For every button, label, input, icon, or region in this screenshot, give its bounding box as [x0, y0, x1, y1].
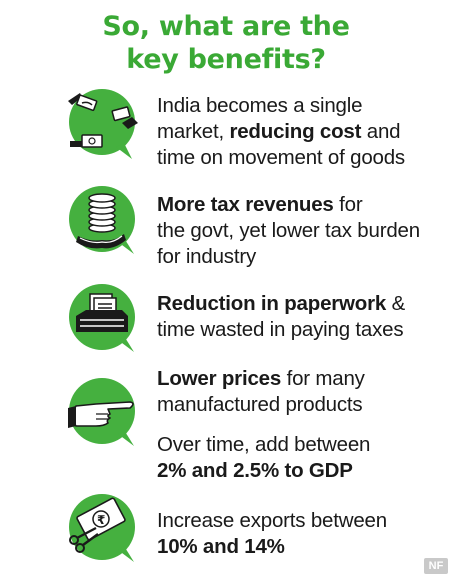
benefit-1-line-1: India becomes a single [157, 94, 363, 117]
paperwork-tray-icon [66, 282, 146, 362]
benefit-3-text: Reduction in paperwork & time wasted in … [157, 291, 447, 343]
benefit-2-line-1: More tax revenues for [157, 192, 447, 218]
benefit-5-line-1: Increase exports between [157, 509, 387, 532]
benefit-3-line-2: time wasted in paying taxes [157, 318, 404, 341]
title-line-2: key benefits? [126, 44, 326, 75]
benefit-2-line-3: for industry [157, 245, 256, 268]
benefit-4-line-1-end: for many [281, 367, 365, 390]
benefit-5-highlight: 10% and 14% [157, 535, 285, 558]
benefit-3-line-1: Reduction in paperwork & [157, 291, 447, 317]
benefit-2-highlight: More tax revenues [157, 193, 334, 216]
benefit-4b-text: Over time, add between 2% and 2.5% to GD… [157, 432, 447, 484]
money-exchange-icon [66, 87, 146, 167]
benefit-1-highlight: reducing cost [229, 120, 362, 143]
benefit-1-line-3: time on movement of goods [157, 146, 405, 169]
benefit-3-highlight: Reduction in paperwork [157, 292, 387, 315]
benefit-4-line-1: Lower prices for many [157, 366, 447, 392]
benefit-2-line-1-end: for [333, 193, 363, 216]
coin-stack-hand-icon [66, 184, 146, 264]
benefit-4-gdp-highlight: 2% and 2.5% to GDP [157, 459, 353, 482]
benefit-1-text: India becomes a single market, reducing … [157, 93, 447, 171]
benefit-4-highlight: Lower prices [157, 367, 282, 390]
benefit-3-line-1-end: & [386, 292, 406, 315]
benefit-1-line-2-start: market, [157, 120, 230, 143]
benefit-5-text: Increase exports between 10% and 14% [157, 508, 447, 560]
rupee-note-scissors-icon: ₹ [66, 492, 146, 572]
title-line-1: So, what are the [102, 11, 350, 42]
benefit-4-line-4: 2% and 2.5% to GDP [157, 458, 447, 484]
page-title: So, what are the key benefits? [0, 10, 452, 76]
benefit-4-line-3: Over time, add between [157, 433, 371, 456]
pointing-hand-icon [66, 376, 146, 456]
benefit-1-line-2-end: and [361, 120, 401, 143]
benefit-1-line-2: market, reducing cost and [157, 119, 447, 145]
benefit-4-text: Lower prices for many manufactured produ… [157, 366, 447, 418]
publisher-logo: NF [424, 558, 448, 574]
svg-text:₹: ₹ [97, 513, 105, 527]
benefit-2-line-2: the govt, yet lower tax burden [157, 219, 420, 242]
benefit-4-line-2: manufactured products [157, 393, 363, 416]
benefit-2-text: More tax revenues for the govt, yet lowe… [157, 192, 447, 270]
benefit-5-line-2: 10% and 14% [157, 534, 447, 560]
